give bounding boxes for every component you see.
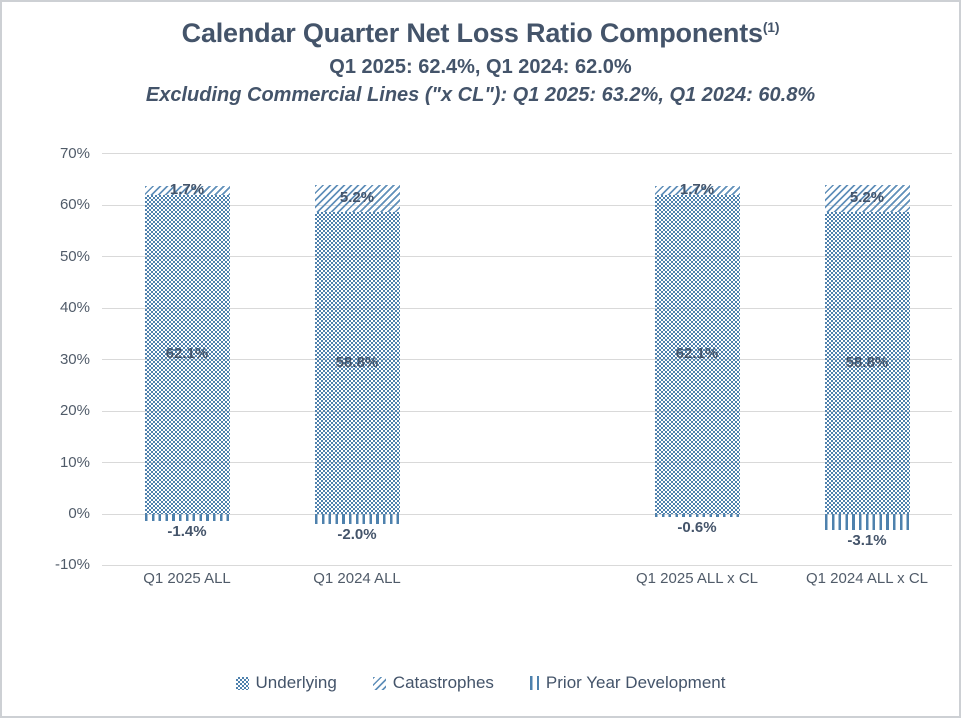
gridline (102, 410, 952, 412)
y-axis-tick-label: 0% (68, 505, 90, 522)
x-axis-category-label: Q1 2024 ALL (313, 570, 401, 587)
bar-segment-catastrophes (314, 184, 400, 212)
bar-segment-underlying (144, 194, 230, 514)
bar-segment-underlying (314, 211, 400, 514)
bar-segment-prior-year-development (654, 514, 740, 518)
bar-segment-prior-year-development (144, 514, 230, 522)
y-axis-tick-label: 40% (59, 299, 90, 317)
gridline (102, 153, 952, 155)
data-label-catastrophes: 5.2% (339, 189, 375, 207)
x-axis-category-label: Q1 2025 ALL x CL (635, 570, 759, 587)
bar-segment-prior-year-development (824, 514, 910, 530)
catastrophes-pattern-swatch-icon (372, 676, 386, 690)
y-axis-tick-label: 50% (59, 247, 90, 265)
legend-label-catastrophes: Catastrophes (392, 673, 494, 692)
data-label-underlying: 58.8% (335, 353, 379, 371)
data-label-prior-year-development: -1.4% (167, 523, 207, 541)
legend-label-underlying: Underlying (255, 673, 337, 692)
data-label-catastrophes: 5.2% (849, 189, 885, 207)
bar-segment-underlying (654, 194, 740, 514)
gridline (102, 462, 952, 464)
y-axis-tick-label: 10% (59, 453, 90, 471)
chart-legend: Underlying Catastrophes Prior Year Devel… (2, 673, 959, 693)
chart-subtitle-totals: Q1 2025: 62.4%, Q1 2024: 62.0% (329, 56, 632, 78)
gridline (102, 307, 952, 309)
data-label-underlying: 58.8% (845, 353, 889, 371)
legend-item-catastrophes: Catastrophes (372, 673, 494, 693)
y-axis-tick-label: 30% (59, 350, 90, 368)
data-label-prior-year-development: -3.1% (847, 531, 887, 549)
bar-segment-catastrophes (144, 185, 230, 195)
chart-title: Calendar Quarter Net Loss Ratio Componen… (2, 18, 959, 49)
chart-subtitle-excluding-cl: Excluding Commercial Lines ("x CL"): Q1 … (145, 84, 816, 106)
data-label-prior-year-development: -0.6% (677, 519, 717, 537)
y-axis-tick-label: 60% (59, 196, 90, 214)
chart-title-text: Calendar Quarter Net Loss Ratio Componen… (181, 18, 763, 48)
data-label-underlying: 62.1% (675, 345, 719, 363)
y-axis-tick-label: 70% (59, 144, 90, 162)
prior-year-development-pattern-swatch-icon (529, 676, 539, 690)
x-axis-category-label: Q1 2024 ALL x CL (805, 570, 929, 587)
bar-segment-underlying (824, 211, 910, 514)
title-footnote-marker: (1) (762, 19, 780, 35)
bar-segment-catastrophes (654, 185, 740, 195)
data-label-catastrophes: 1.7% (169, 181, 205, 199)
gridline (102, 359, 952, 361)
y-axis-tick-label: 20% (59, 402, 90, 420)
data-label-underlying: 62.1% (165, 345, 209, 363)
data-label-prior-year-development: -2.0% (337, 526, 377, 544)
gridline (102, 204, 952, 206)
gridline (102, 564, 952, 566)
chart-header: Calendar Quarter Net Loss Ratio Componen… (2, 18, 959, 107)
y-axis-tick-label: -10% (54, 556, 90, 574)
data-label-catastrophes: 1.7% (679, 181, 715, 199)
gridline (102, 513, 952, 515)
legend-item-underlying: Underlying (235, 673, 337, 693)
bar-segment-prior-year-development (314, 514, 400, 525)
bar-segment-catastrophes (824, 184, 910, 212)
legend-label-prior-year-development: Prior Year Development (545, 673, 726, 692)
legend-item-prior-year-development: Prior Year Development (529, 673, 726, 693)
underlying-pattern-swatch-icon (235, 676, 249, 690)
gridline (102, 256, 952, 258)
x-axis-category-label: Q1 2025 ALL (143, 570, 231, 587)
